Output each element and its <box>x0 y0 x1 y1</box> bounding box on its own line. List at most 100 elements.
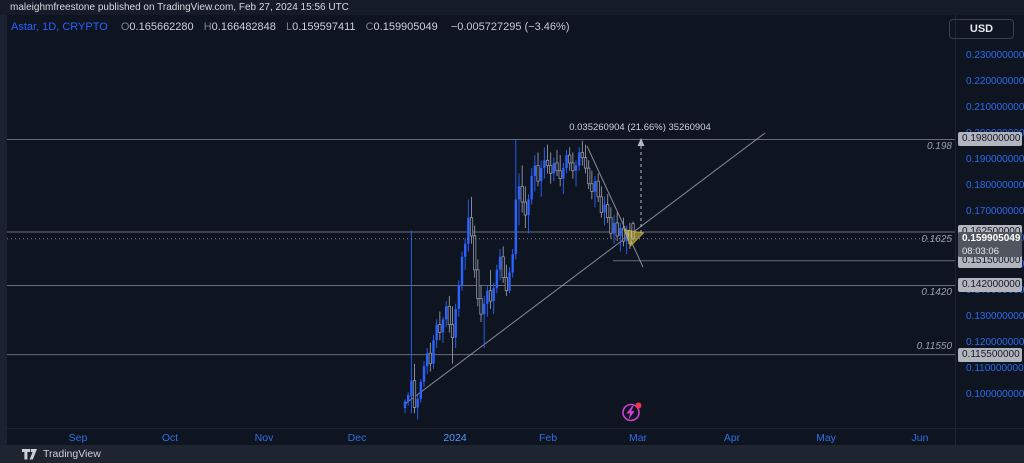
candle-body <box>447 305 451 325</box>
current-price-value: 0.159905049 <box>962 232 1021 244</box>
low-label: L <box>285 21 293 33</box>
price-tick-label: 0.180000000 <box>966 180 1024 192</box>
candle-body <box>498 256 502 270</box>
price-level-badge: 0.142000000 <box>958 278 1022 293</box>
price-tick-label: 0.230000000 <box>966 50 1024 61</box>
candle-body <box>473 235 477 271</box>
candle-body <box>536 165 540 182</box>
time-tick-label: Dec <box>347 432 367 444</box>
price-line-label: 0.1625 <box>921 234 952 245</box>
candle-body <box>441 319 445 333</box>
candle-body <box>580 152 584 159</box>
price-axis-border <box>955 15 956 445</box>
candle-body <box>479 298 483 315</box>
price-tick-label: 0.100000000 <box>966 388 1024 400</box>
price-line-label: 0.1420 <box>921 287 952 299</box>
candle-body <box>406 394 410 402</box>
close-value: 0.159905049 <box>373 21 438 33</box>
candle-body <box>416 398 419 408</box>
symbol-legend[interactable]: Astar, 1D, CRYPTO O0.165662280 H0.166482… <box>11 21 569 33</box>
price-level-badge: 0.151500000 <box>958 253 1022 268</box>
time-tick-label: Apr <box>723 432 741 444</box>
candle-body <box>621 227 626 242</box>
candle-body <box>419 381 423 399</box>
candle-body <box>596 180 600 198</box>
candle-body <box>444 306 448 320</box>
candle-body <box>577 152 581 166</box>
candle-body <box>545 159 550 166</box>
candle-body <box>514 199 518 255</box>
time-tick-label: Oct <box>161 432 179 444</box>
price-tick-label: 0.210000000 <box>966 102 1024 114</box>
price-tick-label: 0.170000000 <box>966 206 1024 218</box>
trendline <box>404 132 766 405</box>
candle-body <box>609 217 613 234</box>
candle-body <box>558 170 562 179</box>
price-tick-label: 0.220000000 <box>966 76 1024 88</box>
published-bar: maleighmfreestone published on TradingVi… <box>0 0 1024 15</box>
trendline <box>586 145 644 268</box>
price-level-badge: 0.198000000 <box>958 132 1022 147</box>
time-tick-label: Nov <box>254 432 274 444</box>
current-price-badge: 0.159905049 08:03:06 <box>958 231 1022 257</box>
candle-body <box>520 185 524 203</box>
tradingview-wordmark: TradingView <box>43 448 101 460</box>
bottom-bar: TradingView <box>0 445 1024 463</box>
candle-body <box>438 324 442 333</box>
time-tick-label: Sep <box>68 432 88 444</box>
time-tick-label: Jun <box>911 432 929 444</box>
candle-body <box>476 269 480 299</box>
bar-countdown: 08:03:06 <box>962 245 999 257</box>
candle-body <box>422 366 426 382</box>
time-tick-label: Feb <box>538 432 558 444</box>
candle-body <box>568 154 572 164</box>
candle-body <box>467 217 470 244</box>
candle-body <box>583 157 588 169</box>
candle-body <box>454 308 457 338</box>
open-value: 0.165662280 <box>129 21 194 33</box>
candle-body <box>549 165 553 174</box>
price-line-label: 0.11550 <box>916 340 952 352</box>
candle-body <box>612 222 616 234</box>
candle-body <box>469 217 474 237</box>
candle-body <box>533 165 537 176</box>
candle-body <box>488 290 493 302</box>
candle-body <box>571 162 575 172</box>
candle-body <box>501 256 505 279</box>
left-edge-strip <box>0 15 7 445</box>
published-info-text: maleighmfreestone published on TradingVi… <box>10 2 349 13</box>
candle-body <box>527 199 530 216</box>
price-line-label: 0.198 <box>926 141 952 153</box>
candle-body <box>517 186 521 200</box>
symbol-title[interactable]: Astar, 1D, CRYPTO <box>11 21 108 33</box>
candle-body <box>504 277 508 292</box>
time-axis[interactable]: Sep Oct Nov Dec 2024 Feb Mar Apr May Jun <box>0 428 1024 445</box>
price-level-badge: 0.115500000 <box>958 347 1022 362</box>
change-value: −0.005727295 (−3.46%) <box>450 21 570 33</box>
currency-toggle-button[interactable]: USD <box>949 19 1014 39</box>
range-annotation: 0.035260904 (21.66%) 35260904 <box>569 122 711 133</box>
candle-body <box>562 168 565 179</box>
events-icon[interactable] <box>622 402 642 422</box>
candle-body <box>425 353 429 367</box>
low-value: 0.159597411 <box>292 21 356 33</box>
candle-body <box>574 165 578 171</box>
candle-body <box>463 243 467 257</box>
candle-body <box>432 340 435 364</box>
candle-body <box>603 204 606 213</box>
price-axis[interactable]: 0.2300000000.2200000000.2100000000.20000… <box>956 0 1024 445</box>
candle-body <box>523 201 527 216</box>
open-label: O <box>120 21 130 33</box>
candle-body <box>539 168 543 182</box>
tradingview-logo-icon <box>22 448 37 460</box>
price-tick-label: 0.190000000 <box>966 154 1024 166</box>
price-tick-label: 0.110000000 <box>966 362 1024 374</box>
candle-body <box>590 183 594 192</box>
candle-body <box>508 272 511 291</box>
candle-body <box>486 290 489 304</box>
candle-body <box>403 401 407 409</box>
candle-body <box>543 160 546 169</box>
candle-body <box>495 269 499 289</box>
